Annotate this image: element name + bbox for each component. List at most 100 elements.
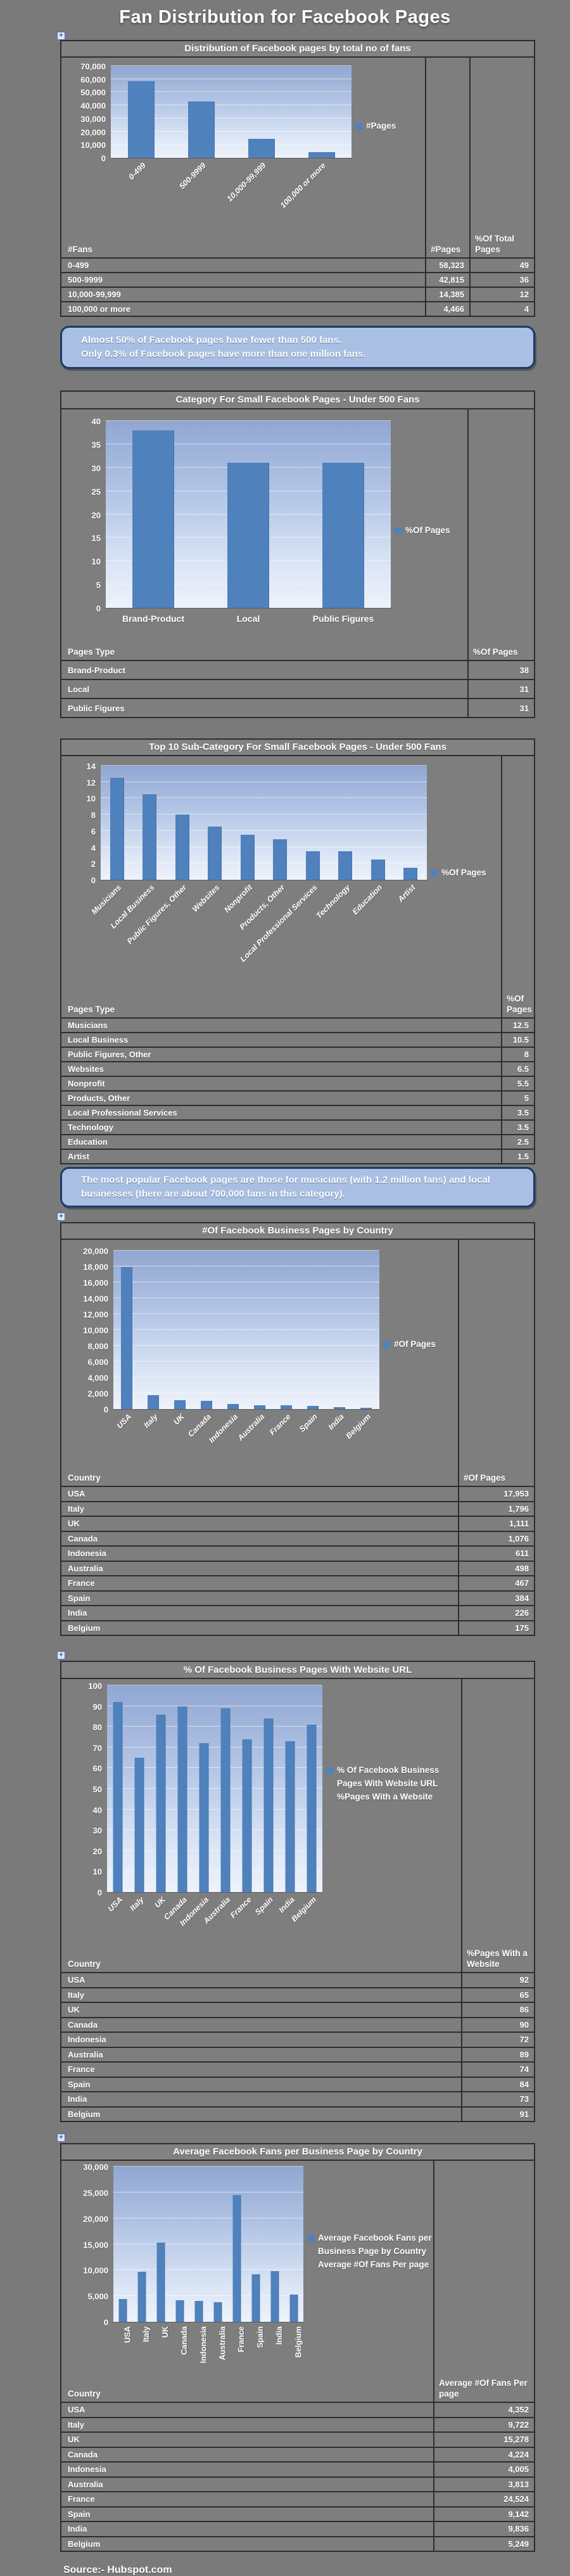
- bar: [360, 1408, 372, 1409]
- y-axis-tick-label: 0: [96, 603, 101, 614]
- cell-label: Australia: [68, 2049, 103, 2059]
- bar: [199, 1743, 209, 1892]
- column-divider: [469, 58, 534, 229]
- cell-value: 24,524: [433, 2492, 534, 2506]
- bar: [251, 2274, 260, 2322]
- cell-value: 611: [458, 1547, 534, 1561]
- y-axis-tick-label: 35: [91, 440, 101, 450]
- bar: [127, 81, 155, 158]
- y-axis-tick-label: 12: [86, 778, 96, 788]
- legend-label: % Of Facebook Business Pages With Websit…: [337, 1765, 440, 1802]
- bar: [248, 139, 275, 158]
- column-header: Country: [68, 1473, 101, 1483]
- bar: [175, 2300, 184, 2322]
- x-axis-category-label: Canada: [180, 2326, 189, 2355]
- gridline: [101, 814, 427, 815]
- cell-label: Brand-Product: [68, 665, 125, 675]
- cell-label: Spain: [68, 2509, 91, 2519]
- y-axis-tick-label: 10,000: [80, 140, 106, 150]
- cell-label: India: [68, 1608, 87, 1618]
- table-row: France 74: [61, 2061, 534, 2077]
- y-axis-tick-label: 0: [103, 2317, 108, 2328]
- cell-label: 500-9999: [68, 275, 103, 285]
- table-row: 500-9999 42,815 36: [61, 272, 534, 287]
- x-axis-category-label: Canada: [186, 1412, 213, 1439]
- bar: [308, 152, 335, 158]
- column-divider: [425, 58, 469, 229]
- group-expander-icon[interactable]: +: [57, 32, 65, 40]
- cell-label: Italy: [68, 2419, 85, 2430]
- cell-value: 36: [469, 273, 534, 287]
- y-axis-tick-label: 14: [86, 761, 96, 771]
- section-top10-subcategory: Top 10 Sub-Category For Small Facebook P…: [60, 738, 535, 1164]
- cell-value: 9,836: [433, 2522, 534, 2536]
- x-axis-category-label: UK: [172, 1412, 186, 1427]
- group-expander-icon[interactable]: +: [57, 1651, 65, 1659]
- table-row: Websites 6.5: [61, 1061, 534, 1076]
- legend-swatch-icon: [431, 870, 438, 877]
- gridline: [106, 420, 391, 421]
- cell-value: 90: [461, 2018, 534, 2032]
- x-axis-category-label: Artist: [396, 883, 417, 904]
- cell-label: Technology: [68, 1123, 113, 1132]
- gridline: [111, 91, 352, 93]
- bar-chart-website-url: 0 10 20 30 40 50 60 70 80 90 100 % Of Facebook Busi…: [61, 1679, 461, 1943]
- x-axis: 0-499 500-9999 10,000-99,999 100,000 or mor…: [111, 158, 352, 229]
- x-axis-category-label: Websites: [190, 883, 222, 914]
- cell-value: 10.5: [501, 1033, 534, 1046]
- cell-value: 15,278: [433, 2433, 534, 2447]
- bar: [201, 1401, 212, 1409]
- legend: #Pages: [352, 66, 425, 158]
- column-header: #Fans: [68, 245, 93, 255]
- table-row: Australia 3,813: [61, 2476, 534, 2491]
- gridline: [113, 1345, 379, 1346]
- y-axis-tick-label: 80: [92, 1722, 102, 1732]
- x-axis-category-label: USA: [123, 2326, 132, 2343]
- cell-label: Spain: [68, 1593, 91, 1603]
- bar: [263, 1718, 274, 1892]
- section-title: Distribution of Facebook pages by total …: [61, 41, 534, 58]
- y-axis-tick-label: 70: [92, 1743, 102, 1753]
- table-row: Australia 89: [61, 2046, 534, 2061]
- y-axis-tick-label: 30: [92, 1826, 102, 1836]
- chart-zone: 0 5,000 10,000 15,000 20,000 25,000 30,000 Aver…: [61, 2161, 534, 2378]
- x-axis-category-label: UK: [161, 2326, 170, 2338]
- cell-value: 86: [461, 2003, 534, 2017]
- cell-label: Nonprofit: [68, 1079, 105, 1088]
- y-axis-tick-label: 10: [92, 1867, 102, 1877]
- x-axis-category-label: India: [275, 2326, 284, 2345]
- gridline: [107, 1767, 322, 1768]
- table-row: Indonesia 611: [61, 1545, 534, 1561]
- section-fan-distribution: Distribution of Facebook pages by total …: [60, 40, 535, 317]
- cell-label: Musicians: [68, 1021, 108, 1030]
- section-title: % Of Facebook Business Pages With Websit…: [61, 1662, 534, 1679]
- y-axis-tick-label: 2,000: [87, 1389, 108, 1399]
- plot-area: [113, 1250, 379, 1410]
- section-category-small-pages: Category For Small Facebook Pages - Unde…: [60, 390, 535, 718]
- x-axis-category-label: Spain: [256, 2326, 265, 2348]
- table-row: Canada 90: [61, 2016, 534, 2032]
- x-axis-category-label: 0-499: [126, 161, 148, 182]
- y-axis-tick-label: 0: [97, 1888, 102, 1898]
- y-axis-tick-label: 40,000: [80, 101, 106, 111]
- cell-label: UK: [68, 2005, 80, 2015]
- x-axis: Musicians Local Business Public Figures, O…: [90, 880, 427, 987]
- bar: [156, 1715, 166, 1892]
- bar: [289, 2295, 298, 2322]
- y-axis: 0 10,000 20,000 30,000 40,000 50,000 60,000 70,…: [61, 62, 111, 164]
- bar: [118, 2299, 127, 2322]
- gridline: [113, 2217, 303, 2219]
- cell-value: 84: [461, 2077, 534, 2091]
- table-header-row: Country %Pages With a Website: [61, 1943, 534, 1972]
- table-header-row: Pages Type %Of Pages: [61, 987, 534, 1017]
- cell-value: 5: [501, 1092, 534, 1105]
- group-expander-icon[interactable]: +: [57, 2134, 65, 2142]
- y-axis-tick-label: 50: [92, 1784, 102, 1794]
- table-row: USA 92: [61, 1972, 534, 1987]
- callout-line: The most popular Facebook pages are thos…: [81, 1175, 490, 1185]
- cell-label: Belgium: [68, 2539, 101, 2549]
- cell-value: 5.5: [501, 1077, 534, 1090]
- column-header: %Pages With a Website: [461, 1943, 534, 1972]
- group-expander-icon[interactable]: +: [57, 1213, 65, 1221]
- cell-label: Local Business: [68, 1035, 129, 1045]
